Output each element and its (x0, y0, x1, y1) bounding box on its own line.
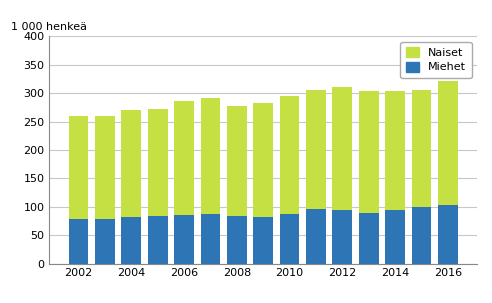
Bar (227, 106, 246, 216)
Bar (412, 90, 431, 207)
Bar (253, 217, 273, 264)
Bar (201, 214, 220, 264)
Bar (95, 219, 115, 264)
Bar (306, 209, 326, 264)
Text: 1 000 henkeä: 1 000 henkeä (11, 22, 87, 32)
Bar (333, 210, 352, 264)
Bar (148, 216, 168, 264)
Bar (359, 213, 379, 264)
Bar (412, 207, 431, 264)
Bar (359, 92, 379, 213)
Legend: Naiset, Miehet: Naiset, Miehet (400, 42, 472, 78)
Bar (438, 205, 458, 264)
Bar (385, 210, 405, 264)
Bar (69, 219, 89, 264)
Bar (438, 81, 458, 205)
Bar (227, 216, 246, 264)
Bar (201, 98, 220, 214)
Bar (333, 88, 352, 210)
Bar (122, 110, 141, 217)
Bar (122, 217, 141, 264)
Bar (174, 101, 194, 215)
Bar (306, 90, 326, 209)
Bar (280, 96, 300, 214)
Bar (69, 116, 89, 219)
Bar (95, 116, 115, 219)
Bar (148, 108, 168, 216)
Bar (253, 103, 273, 217)
Bar (280, 214, 300, 264)
Bar (385, 91, 405, 210)
Bar (174, 215, 194, 264)
